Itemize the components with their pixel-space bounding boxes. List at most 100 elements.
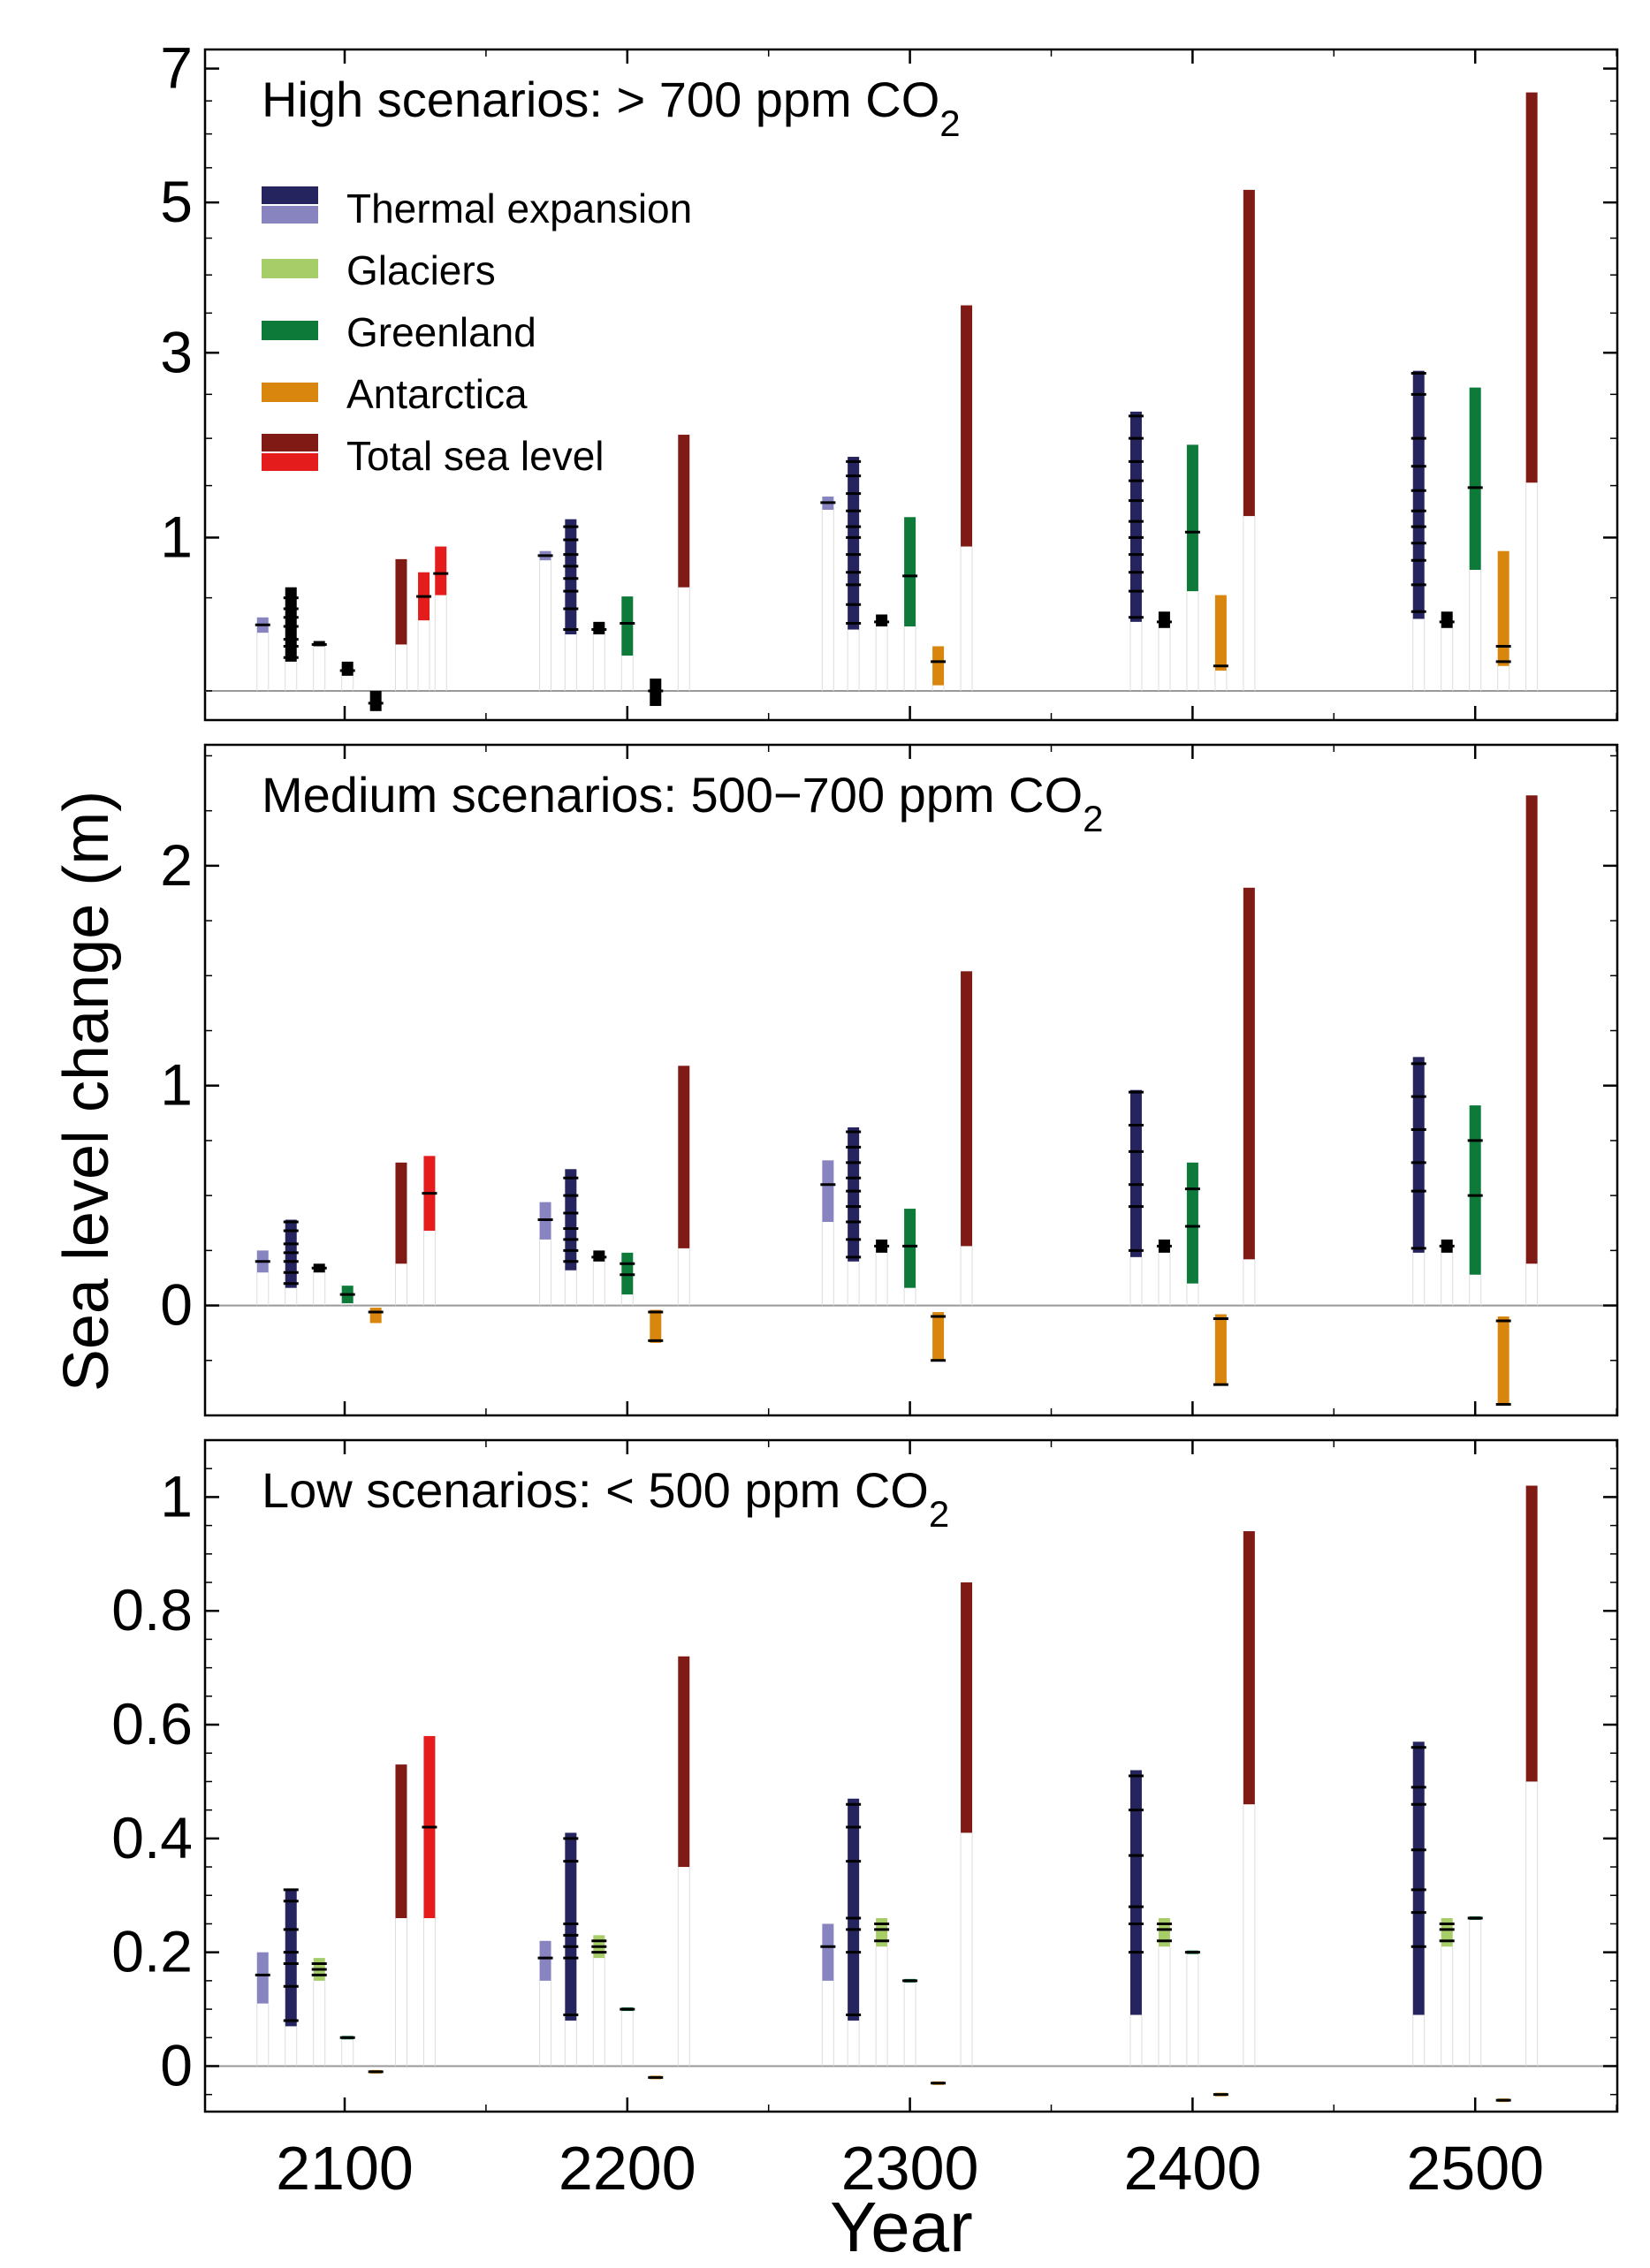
y-tick-label: 0.6: [111, 1691, 193, 1756]
bar-antarctica-2400: [1214, 1314, 1227, 1385]
bar-antarctica-2100: [369, 690, 382, 711]
bar-antarctica-2200: [650, 679, 662, 707]
bar-glaciers-2500: [1441, 611, 1453, 628]
x-tick-label: 2300: [841, 2134, 979, 2203]
y-tick-label: 1: [160, 1052, 193, 1118]
bar-glaciers-2300: [876, 614, 888, 627]
panel-title-subscript: 2: [939, 102, 960, 144]
x-tick-label: 2100: [276, 2134, 414, 2203]
bar-antarctica-2300: [932, 646, 945, 686]
bar-greenland-2300: [904, 517, 916, 627]
legend-swatch-dark: [262, 186, 318, 204]
bar-total_dark-2200: [678, 1066, 690, 1248]
bar-thermal_dark-2400: [1129, 1089, 1142, 1257]
y-tick-label: 1: [160, 504, 193, 569]
bar-total_dark-2500: [1525, 92, 1538, 483]
bar-antarctica-2500: [1497, 550, 1509, 666]
bar-glaciers-2400: [1158, 1918, 1170, 1947]
y-tick-label: 0.8: [111, 1577, 193, 1642]
bar-thermal_light-2300: [822, 1160, 834, 1223]
bar-total_dark-2300: [961, 305, 973, 547]
x-tick-label: 2500: [1406, 2134, 1544, 2203]
panel-title: Low scenarios: < 500 ppm CO2: [262, 1462, 949, 1535]
bar-greenland-2400: [1186, 1162, 1198, 1284]
x-axis-label: Year: [830, 2188, 973, 2266]
y-tick-label: 0.2: [111, 1919, 193, 1984]
panel-title: Medium scenarios: 500−700 ppm CO2: [262, 767, 1104, 839]
y-tick-label: 3: [160, 319, 193, 384]
bar-total_dark-2100: [395, 1162, 407, 1264]
bar-greenland-2400: [1186, 444, 1198, 592]
legend-label: Greenland: [346, 309, 536, 355]
bar-greenland-2500: [1469, 387, 1481, 570]
legend-swatch-dark: [262, 434, 318, 451]
panel-frame: [203, 1438, 1619, 2113]
bar-thermal_dark-2300: [848, 1127, 860, 1262]
bar-antarctica-2500: [1497, 1316, 1509, 1405]
y-axis-label: Sea level change (m): [51, 791, 122, 1392]
legend-label: Thermal expansion: [346, 186, 692, 231]
legend-swatch: [262, 259, 318, 278]
bar-thermal_dark-2400: [1129, 1770, 1142, 2015]
bar-antarctica-2300: [932, 1312, 945, 1361]
bar-thermal_dark-2500: [1412, 1741, 1425, 2015]
bar-total_dark-2300: [961, 971, 973, 1247]
bar-thermal_dark-2500: [1412, 370, 1425, 619]
bar-thermal_dark-2500: [1412, 1057, 1425, 1253]
legend-swatch: [262, 383, 318, 402]
bar-thermal_dark-2400: [1129, 411, 1142, 622]
bar-total_bright-2100: [435, 546, 447, 595]
y-tick-label: 7: [160, 35, 193, 101]
panel-title: High scenarios: > 700 ppm CO2: [262, 72, 961, 144]
bar-thermal_dark-2200: [565, 1832, 577, 2021]
panel-low: 0 0.2 0.4 0.6 0.8 1 Low scenarios: < 500 ppm C…: [111, 1438, 1619, 2203]
legend-swatch-light: [262, 453, 318, 471]
legend-label: Antarctica: [346, 371, 528, 417]
y-tick-label: 0: [160, 2032, 193, 2097]
bar-glaciers-2400: [1158, 611, 1170, 628]
panel-high: 1 3 5 7 High scenarios: > 700 ppm CO2: [160, 35, 1619, 722]
bar-greenland-2500: [1469, 1105, 1481, 1275]
bar-greenland-2300: [904, 1209, 916, 1288]
y-tick-label: 5: [160, 169, 193, 234]
panel-frame: [203, 743, 1619, 1417]
bar-thermal_dark-2100: [285, 587, 297, 662]
bar-greenland-2200: [621, 596, 634, 656]
bar-glaciers-2300: [876, 1918, 888, 1947]
x-tick-label: 2400: [1124, 2134, 1262, 2203]
bar-total_dark-2100: [395, 1764, 407, 1919]
bar-thermal_dark-2300: [848, 457, 860, 630]
y-tick-label: 1: [160, 1463, 193, 1528]
bar-antarctica-2100: [369, 1308, 382, 1324]
bar-total_dark-2400: [1243, 887, 1255, 1260]
panel-title-subscript: 2: [1083, 798, 1103, 839]
bar-thermal_dark-2300: [848, 1798, 860, 2021]
bar-glaciers-2500: [1441, 1918, 1453, 1947]
x-tick-label: 2200: [559, 2134, 696, 2203]
bar-greenland-2100: [341, 661, 354, 676]
legend-swatch-light: [262, 206, 318, 224]
legend-label: Glaciers: [346, 247, 496, 293]
bar-total_dark-2100: [395, 558, 407, 645]
y-tick-label: 0.4: [111, 1805, 193, 1870]
bar-total_dark-2200: [678, 435, 690, 588]
bar-total_dark-2500: [1525, 795, 1538, 1264]
bar-total_dark-2200: [678, 1656, 690, 1868]
panel-title-subscript: 2: [929, 1493, 949, 1535]
legend-label: Total sea level: [346, 433, 604, 479]
bar-total_dark-2500: [1525, 1485, 1538, 1782]
bar-total_dark-2400: [1243, 1531, 1255, 1805]
bar-thermal_dark-2200: [565, 519, 577, 634]
bar-thermal_dark-2100: [285, 1889, 297, 2027]
legend-swatch: [262, 321, 318, 340]
y-tick-label: 2: [160, 832, 193, 898]
y-tick-label: 0: [160, 1272, 193, 1338]
legend: Thermal expansion Glaciers Greenland Antarc…: [262, 186, 692, 479]
bar-thermal_dark-2200: [565, 1169, 577, 1271]
bar-thermal_light-2300: [822, 1923, 834, 1981]
bar-antarctica-2200: [650, 1309, 662, 1343]
bar-total_dark-2300: [961, 1582, 973, 1833]
